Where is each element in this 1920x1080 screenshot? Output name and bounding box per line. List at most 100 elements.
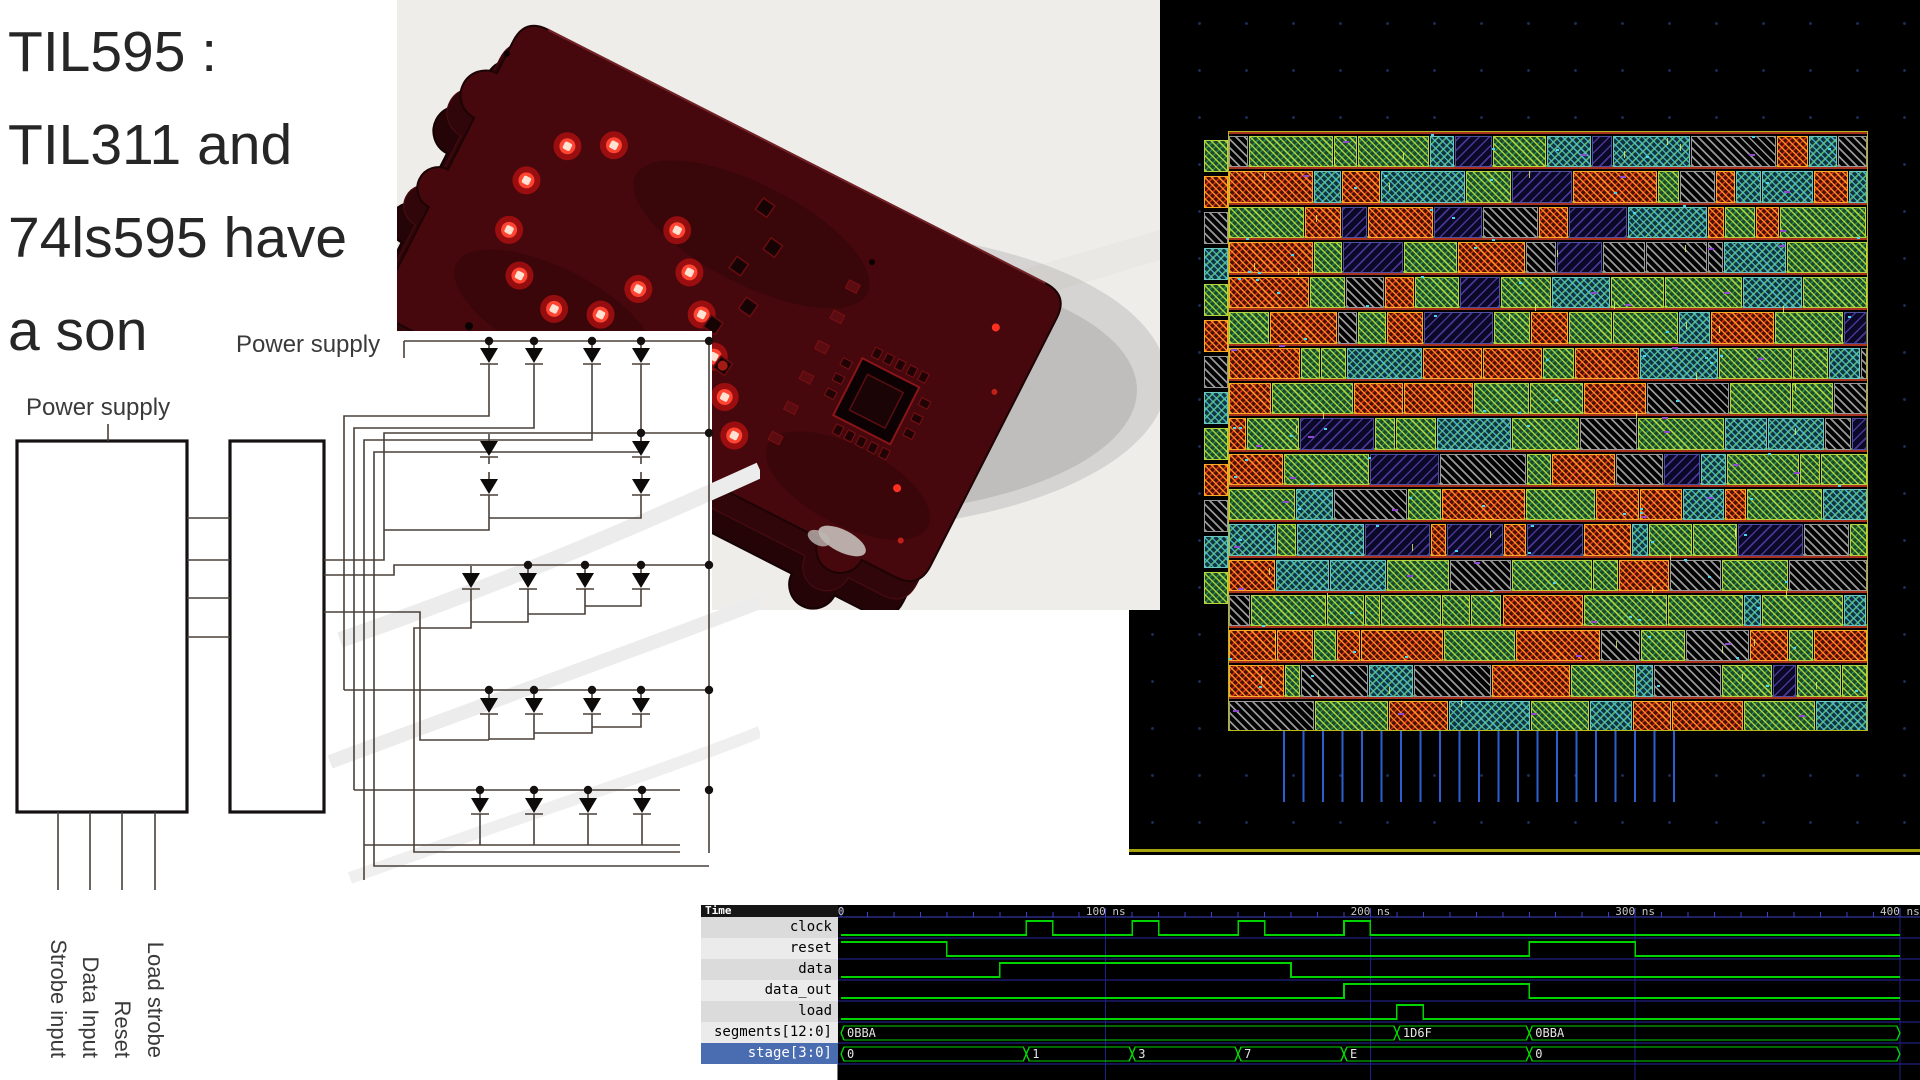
layout-speck [1482, 410, 1486, 413]
layout-cell-block [1204, 536, 1228, 568]
title-line: 74ls595 have [8, 206, 348, 270]
signal-name-reset[interactable]: reset [701, 938, 838, 959]
layout-cell-block [1583, 383, 1647, 415]
layout-speck [1637, 619, 1641, 622]
layout-speck [1295, 426, 1297, 434]
layout-cell-block [1357, 136, 1430, 168]
layout-cell-block [1314, 171, 1342, 203]
layout-cell-block [1345, 277, 1384, 309]
layout-cell-block [1787, 241, 1867, 274]
layout-cell-block [1343, 241, 1403, 274]
signal-name-data[interactable]: data [701, 959, 838, 980]
layout-speck [1591, 621, 1598, 624]
trace-reset [841, 941, 1900, 957]
layout-speck [1795, 428, 1797, 435]
layout-cell-row [1229, 414, 1867, 450]
ic-layout-side-column [1204, 140, 1230, 610]
layout-speck [1749, 497, 1753, 500]
layout-cell-block [1665, 277, 1742, 309]
signal-names-panel[interactable]: Time clock reset data data_out load segments[… [701, 905, 838, 1080]
layout-cell-block [1380, 594, 1442, 627]
layout-cell-block [1204, 500, 1228, 532]
layout-cell-block [1473, 383, 1530, 415]
signal-name-data_out[interactable]: data_out [701, 980, 838, 1001]
layout-cell-row [1229, 555, 1867, 591]
layout-cell-block [1342, 171, 1380, 203]
layout-speck [1639, 511, 1643, 514]
layout-speck [1743, 534, 1747, 537]
layout-cell-block [1204, 212, 1228, 244]
layout-speck [1855, 690, 1859, 693]
layout-cell-block [1333, 488, 1407, 521]
ruler-label: 200 ns [1351, 905, 1391, 918]
layout-cell-block [1441, 488, 1526, 521]
layout-cell-block [1571, 665, 1635, 697]
layout-speck [1785, 591, 1787, 599]
waveform-area[interactable]: 0 100 ns 200 ns 300 ns 400 ns 0BBA 1D6F 0BBA 0 1 3… [838, 905, 1920, 1080]
layout-speck [1657, 685, 1661, 688]
layout-cell-block [1756, 206, 1779, 238]
layout-cell-block [1368, 665, 1414, 697]
layout-speck [1260, 675, 1262, 683]
layout-cell-block [1647, 383, 1729, 415]
layout-cell-row [1229, 661, 1867, 697]
layout-cell-block [1305, 206, 1341, 238]
layout-cell-row [1229, 237, 1867, 274]
layout-speck [1636, 410, 1638, 418]
layout-cell-block [1834, 383, 1867, 415]
layout-speck [1614, 301, 1616, 309]
layout-cell-block [1229, 594, 1250, 627]
layout-cell-block [1690, 136, 1776, 168]
layout-speck [1303, 337, 1307, 340]
signal-name-segments120[interactable]: segments[12:0] [701, 1022, 838, 1043]
layout-speck [1783, 306, 1785, 314]
title-line: TIL311 and [8, 113, 293, 177]
signal-name-load[interactable]: load [701, 1001, 838, 1022]
layout-speck [1368, 456, 1372, 459]
layout-cell-row [1229, 132, 1867, 168]
layout-cell-block [1457, 241, 1525, 274]
layout-cell-block [1380, 171, 1465, 203]
power-supply-label-1: Power supply [26, 394, 171, 421]
layout-cell-block [1229, 488, 1296, 521]
layout-cell-block [1530, 312, 1568, 344]
layout-speck [1613, 191, 1617, 194]
layout-speck [1239, 426, 1243, 429]
layout-cell-block [1603, 241, 1645, 274]
layout-cell-block [1716, 171, 1735, 203]
layout-cell-block [1682, 488, 1725, 521]
layout-cell-block [1301, 347, 1321, 380]
layout-speck [1489, 590, 1493, 593]
layout-speck [1752, 135, 1756, 138]
signal-name-stage30[interactable]: stage[3:0] [701, 1043, 838, 1064]
layout-speck [1662, 416, 1669, 419]
layout-speck [1230, 349, 1237, 352]
layout-cell-block [1762, 171, 1814, 203]
layout-cell-row [1229, 484, 1867, 521]
layout-speck [1623, 512, 1627, 515]
layout-speck [1375, 524, 1379, 527]
layout-cell-block [1649, 524, 1692, 556]
layout-speck [1624, 304, 1631, 307]
layout-speck [1519, 282, 1523, 285]
layout-speck [1244, 458, 1248, 461]
layout-cell-block [1403, 383, 1473, 415]
layout-cell-block [1530, 383, 1583, 415]
layout-speck [1290, 254, 1294, 257]
layout-cell-block [1669, 559, 1722, 591]
signal-name-clock[interactable]: clock [701, 917, 838, 938]
layout-cell-block [1679, 171, 1716, 203]
bus-value: 7 [1244, 1047, 1251, 1061]
layout-speck [1664, 430, 1671, 433]
layout-cell-block [1512, 559, 1592, 591]
layout-cell-block [1828, 347, 1860, 380]
layout-speck [1282, 501, 1289, 503]
layout-speck [1327, 593, 1329, 600]
layout-cell-block [1849, 524, 1867, 556]
layout-cell-block [1568, 206, 1628, 238]
layout-cell-block [1568, 312, 1613, 344]
layout-speck [1491, 148, 1495, 151]
layout-speck [1535, 304, 1537, 312]
layout-speck [1576, 655, 1583, 658]
waveform-plot[interactable]: 0 100 ns 200 ns 300 ns 400 ns 0BBA 1D6F 0BBA 0 1 3… [838, 905, 1920, 1080]
